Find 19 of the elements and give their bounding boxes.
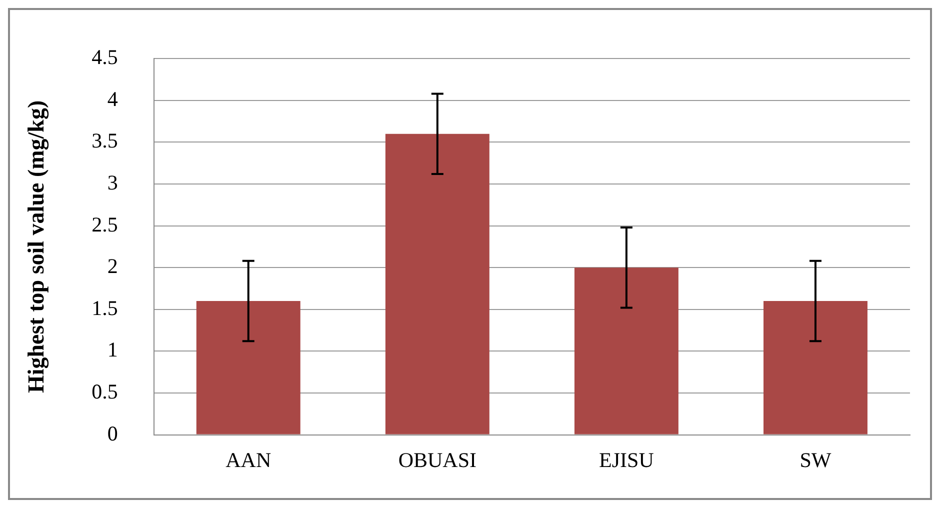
y-tick-label: 0.5 (92, 380, 118, 404)
x-tick-label: AAN (226, 448, 272, 472)
y-tick-label: 1 (107, 338, 118, 362)
x-tick-label: EJISU (599, 448, 654, 472)
y-tick-label: 3.5 (92, 128, 118, 153)
bar (574, 268, 678, 434)
y-tick-label: 2 (107, 254, 118, 278)
y-tick-label: 1.5 (92, 296, 118, 320)
x-tick-label: OBUASI (398, 448, 476, 472)
y-tick-label: 4.5 (92, 45, 118, 70)
x-tick-label: SW (800, 448, 832, 472)
bar (196, 301, 300, 434)
bar (385, 134, 490, 434)
y-tick-label: 0 (107, 421, 118, 446)
y-tick-label: 3 (107, 170, 118, 195)
y-tick-label: 4 (107, 86, 118, 111)
bar (763, 301, 868, 434)
y-tick-label: 2.5 (92, 212, 118, 236)
y-axis-title: Highest top soil value (mg/kg) (24, 100, 50, 394)
